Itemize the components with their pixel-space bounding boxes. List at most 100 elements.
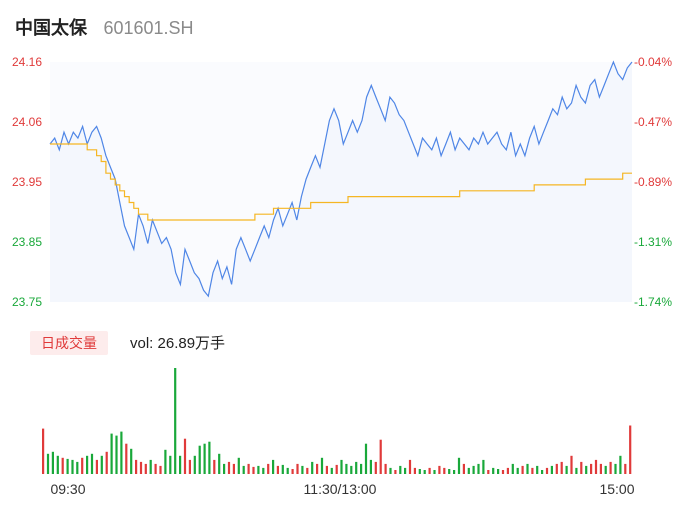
time-tick-label: 09:30 bbox=[50, 481, 85, 497]
volume-bar bbox=[599, 463, 602, 474]
volume-bar bbox=[379, 439, 382, 474]
volume-bar bbox=[262, 467, 265, 474]
volume-bar bbox=[590, 463, 593, 474]
volume-bar bbox=[120, 431, 123, 474]
volume-bar bbox=[570, 455, 573, 474]
volume-bar bbox=[281, 464, 284, 474]
volume-bar bbox=[42, 428, 45, 474]
price-line bbox=[49, 60, 633, 298]
volume-bar bbox=[306, 467, 309, 474]
volume-bar bbox=[66, 458, 69, 474]
volume-bar bbox=[506, 467, 509, 474]
volume-bar bbox=[453, 470, 456, 474]
volume-bar bbox=[286, 467, 289, 474]
volume-bar bbox=[252, 466, 255, 474]
volume-bar bbox=[330, 467, 333, 474]
volume-bar bbox=[174, 368, 177, 474]
volume-bar bbox=[536, 465, 539, 474]
volume-bar bbox=[125, 443, 128, 474]
volume-bar bbox=[497, 469, 500, 474]
volume-bar bbox=[364, 443, 368, 474]
volume-bar bbox=[46, 453, 50, 474]
pct-tick-label: -0.89% bbox=[634, 175, 672, 189]
volume-bar bbox=[76, 461, 79, 474]
volume-bar bbox=[223, 463, 226, 474]
volume-bar bbox=[423, 470, 426, 474]
volume-bar bbox=[340, 459, 343, 474]
volume-bar bbox=[462, 463, 465, 474]
volume-bar bbox=[149, 459, 152, 474]
volume-bar bbox=[492, 467, 495, 474]
volume-bar bbox=[418, 469, 421, 474]
volume-tag: 日成交量 bbox=[30, 331, 108, 355]
volume-bar bbox=[95, 459, 98, 474]
volume-bar bbox=[482, 459, 485, 474]
volume-bar bbox=[188, 459, 191, 474]
volume-bar bbox=[247, 463, 250, 474]
price-tick-label: 23.85 bbox=[12, 235, 42, 249]
volume-bar bbox=[90, 453, 94, 474]
volume-bar bbox=[100, 455, 103, 474]
volume-bar bbox=[355, 461, 358, 474]
volume-bar bbox=[624, 463, 627, 474]
volume-bar bbox=[550, 465, 553, 474]
price-tick-label: 23.75 bbox=[12, 295, 42, 309]
pct-tick-label: -1.31% bbox=[634, 235, 672, 249]
volume-bar bbox=[61, 457, 64, 474]
stock-name: 中国太保 bbox=[15, 18, 87, 38]
volume-bar bbox=[227, 461, 231, 474]
volume-bar bbox=[110, 433, 113, 474]
volume-bar bbox=[521, 465, 524, 474]
volume-bar bbox=[51, 451, 54, 474]
volume-bar bbox=[438, 465, 441, 474]
volume-bar bbox=[580, 461, 583, 474]
pct-tick-label: -0.04% bbox=[634, 55, 672, 69]
volume-bar bbox=[311, 461, 314, 474]
volume-bar bbox=[154, 463, 157, 474]
volume-bar bbox=[560, 461, 563, 474]
volume-bar bbox=[350, 465, 353, 474]
volume-bar bbox=[232, 463, 235, 474]
volume-bar bbox=[545, 467, 549, 474]
volume-bar bbox=[198, 445, 201, 474]
stock-code: 601601.SH bbox=[103, 18, 194, 38]
volume-bar bbox=[193, 455, 196, 474]
volume-bar bbox=[335, 464, 338, 474]
price-tick-label: 24.16 bbox=[12, 55, 42, 69]
time-tick-label: 15:00 bbox=[599, 481, 634, 497]
volume-bar bbox=[413, 467, 416, 474]
volume-bar bbox=[541, 470, 544, 474]
volume-bar bbox=[208, 441, 211, 474]
volume-bar bbox=[276, 465, 279, 474]
volume-bar bbox=[56, 455, 59, 474]
stock-header: 中国太保 601601.SH bbox=[15, 14, 194, 38]
volume-bar bbox=[575, 467, 578, 474]
volume-bar bbox=[159, 465, 162, 474]
price-area bbox=[50, 62, 632, 302]
volume-bar bbox=[130, 448, 133, 474]
volume-bar bbox=[301, 465, 304, 474]
volume-bar bbox=[81, 457, 84, 474]
volume-bar bbox=[467, 467, 470, 474]
volume-bar bbox=[164, 449, 167, 474]
volume-bar bbox=[213, 459, 216, 474]
volume-bar bbox=[511, 463, 514, 474]
volume-bar bbox=[237, 457, 240, 474]
volume-bar bbox=[369, 459, 372, 474]
volume-bar bbox=[457, 457, 461, 474]
volume-bar bbox=[526, 463, 529, 474]
volume-bar bbox=[487, 470, 490, 474]
volume-bar bbox=[320, 457, 324, 474]
volume-bar bbox=[71, 459, 74, 474]
volume-bar bbox=[169, 455, 172, 474]
volume-bar bbox=[389, 467, 392, 474]
volume-bar bbox=[115, 435, 118, 474]
volume-bar bbox=[203, 443, 206, 474]
time-tick-label: 11:30/13:00 bbox=[304, 481, 377, 497]
volume-bar bbox=[609, 461, 612, 474]
volume-bar bbox=[516, 467, 519, 474]
volume-bar bbox=[179, 455, 182, 474]
volume-bar bbox=[614, 463, 617, 474]
volume-bar bbox=[428, 467, 431, 474]
volume-bar bbox=[477, 463, 480, 474]
